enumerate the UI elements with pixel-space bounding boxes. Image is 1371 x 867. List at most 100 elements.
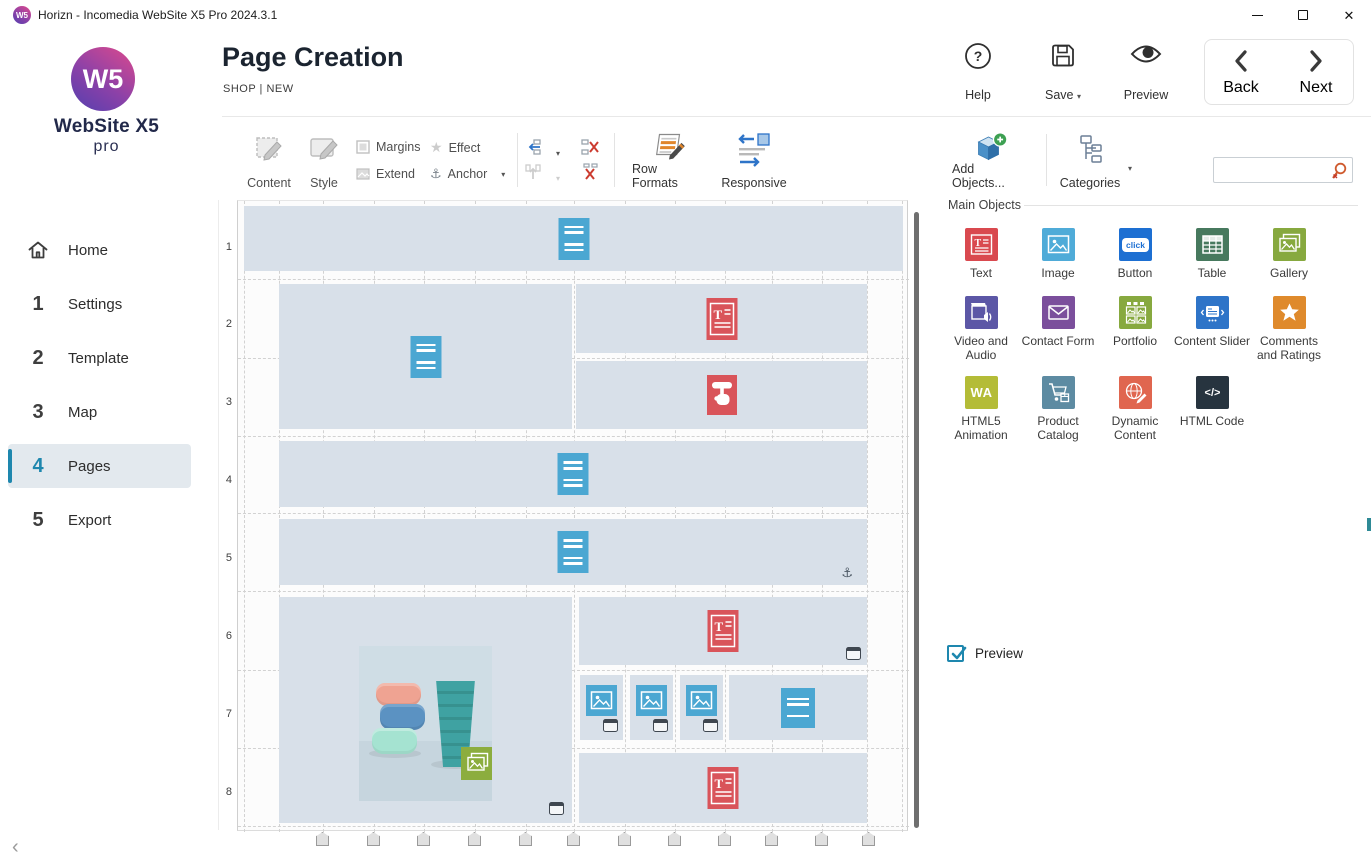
object-text[interactable]: T — [965, 228, 998, 261]
categories-button[interactable]: Categories — [1056, 134, 1124, 190]
cell-row5[interactable]: ⚓ — [279, 519, 867, 585]
help-button[interactable]: ? Help — [946, 42, 1010, 102]
cell-row7-image2[interactable] — [630, 675, 673, 740]
cell-row7-image3[interactable] — [680, 675, 723, 740]
delete-cell-button[interactable] — [580, 138, 600, 161]
cell-row4[interactable] — [279, 441, 867, 507]
minimize-button[interactable] — [1240, 0, 1274, 30]
maximize-icon — [1298, 10, 1308, 20]
content-icon — [256, 137, 282, 161]
object-comments-ratings[interactable] — [1273, 296, 1306, 329]
text-object-icon: T — [706, 297, 737, 340]
canvas-scrollbar[interactable] — [914, 212, 919, 828]
sidebar-item-home[interactable]: Home — [8, 228, 191, 272]
collapse-sidebar-button[interactable]: ‹ — [12, 836, 19, 858]
grid-line — [374, 201, 375, 832]
delete-cell-icon — [581, 139, 599, 155]
next-label: Next — [1299, 79, 1333, 96]
column-handle[interactable] — [567, 832, 580, 846]
object-contact-form[interactable] — [1042, 296, 1075, 329]
grid-line — [238, 826, 909, 827]
style-button[interactable]: Style — [302, 134, 346, 190]
object-content-slider[interactable] — [1196, 296, 1229, 329]
cell-row8-right[interactable]: T — [579, 753, 867, 823]
search-icon[interactable] — [1330, 162, 1348, 180]
object-image[interactable] — [1042, 228, 1075, 261]
column-handle[interactable] — [519, 832, 532, 846]
column-handle[interactable] — [618, 832, 631, 846]
object-button[interactable]: click — [1119, 228, 1152, 261]
grid-line — [238, 748, 909, 749]
insert-cell-dropdown[interactable]: ▾ — [556, 149, 561, 158]
sidebar-item-label: Export — [68, 511, 112, 529]
grid-line — [238, 279, 909, 280]
text-object-icon — [781, 687, 815, 728]
insert-row-dropdown-disabled[interactable]: ▾ — [556, 174, 561, 183]
grid-line — [526, 201, 527, 832]
column-handle[interactable] — [367, 832, 380, 846]
object-video-audio[interactable] — [965, 296, 998, 329]
chevron-right-icon — [1310, 50, 1322, 72]
window-title: Horizn - Incomedia WebSite X5 Pro 2024.3… — [38, 8, 278, 22]
save-button[interactable]: Save ▾ — [1031, 42, 1095, 102]
sidebar-item-template[interactable]: 2 Template — [8, 336, 191, 380]
column-handle[interactable] — [468, 832, 481, 846]
grid-line — [238, 436, 909, 437]
object-gallery[interactable] — [1273, 228, 1306, 261]
insert-row-button-disabled[interactable] — [524, 163, 542, 186]
delete-row-button[interactable] — [580, 163, 600, 186]
search-input[interactable] — [1218, 160, 1328, 180]
preview-button[interactable]: Preview — [1114, 42, 1178, 102]
cell-row1[interactable] — [244, 206, 903, 271]
column-handle[interactable] — [862, 832, 875, 846]
page-layout-canvas[interactable]: T — [237, 200, 909, 832]
column-handle[interactable] — [668, 832, 681, 846]
grid-line — [725, 201, 726, 832]
column-handle[interactable] — [316, 832, 329, 846]
back-button[interactable]: Back — [1206, 49, 1276, 97]
cell-rows2-3-left[interactable] — [279, 284, 572, 429]
column-handle[interactable] — [417, 832, 430, 846]
column-handle[interactable] — [815, 832, 828, 846]
column-handle[interactable] — [765, 832, 778, 846]
extend-label: Extend — [376, 167, 415, 181]
toolbar-separator — [614, 133, 615, 187]
object-html5-animation[interactable]: WA — [965, 376, 998, 409]
object-product-catalog[interactable] — [1042, 376, 1075, 409]
right-edge-scrollbar[interactable] — [1367, 518, 1371, 531]
close-button[interactable]: ✕ — [1332, 0, 1366, 30]
extend-button[interactable]: Extend — [356, 167, 415, 181]
cell-row7-image1[interactable] — [580, 675, 623, 740]
row-formats-button[interactable]: Row Formats — [632, 132, 706, 190]
sidebar-item-export[interactable]: 5 Export — [8, 498, 191, 542]
sidebar-item-settings[interactable]: 1 Settings — [8, 282, 191, 326]
object-table[interactable] — [1196, 228, 1229, 261]
grid-line — [475, 201, 476, 832]
object-portfolio[interactable] — [1119, 296, 1152, 329]
cell-row3-right[interactable] — [576, 361, 867, 429]
object-html-code[interactable]: </> — [1196, 376, 1229, 409]
cell-rows6-8-left[interactable] — [279, 597, 572, 823]
margins-button[interactable]: Margins — [356, 140, 420, 154]
effect-button[interactable]: ★ Effect — [430, 139, 480, 156]
add-objects-button[interactable]: Add Objects... — [952, 132, 1030, 190]
preview-checkbox[interactable] — [947, 645, 967, 662]
maximize-button[interactable] — [1286, 0, 1320, 30]
responsive-button[interactable]: Responsive — [717, 132, 791, 190]
back-label: Back — [1223, 79, 1259, 96]
content-button[interactable]: Content — [246, 134, 292, 190]
sidebar-item-map[interactable]: 3 Map — [8, 390, 191, 434]
main-objects-section-title: Main Objects — [948, 198, 1021, 212]
categories-dropdown[interactable]: ▾ — [1128, 164, 1133, 173]
insert-cell-button[interactable] — [524, 138, 542, 161]
next-button[interactable]: Next — [1281, 49, 1351, 97]
cell-row6-right[interactable]: T — [579, 597, 867, 665]
page-title: Page Creation — [222, 42, 404, 72]
column-handle[interactable] — [718, 832, 731, 846]
sidebar-item-pages[interactable]: 4 Pages — [8, 444, 191, 488]
step-number: 2 — [32, 346, 44, 369]
cell-row2-right[interactable]: T — [576, 284, 867, 353]
cell-row7-text[interactable] — [729, 675, 867, 740]
anchor-button[interactable]: ⚓ Anchor ▾ — [430, 166, 505, 182]
object-dynamic-content[interactable] — [1119, 376, 1152, 409]
